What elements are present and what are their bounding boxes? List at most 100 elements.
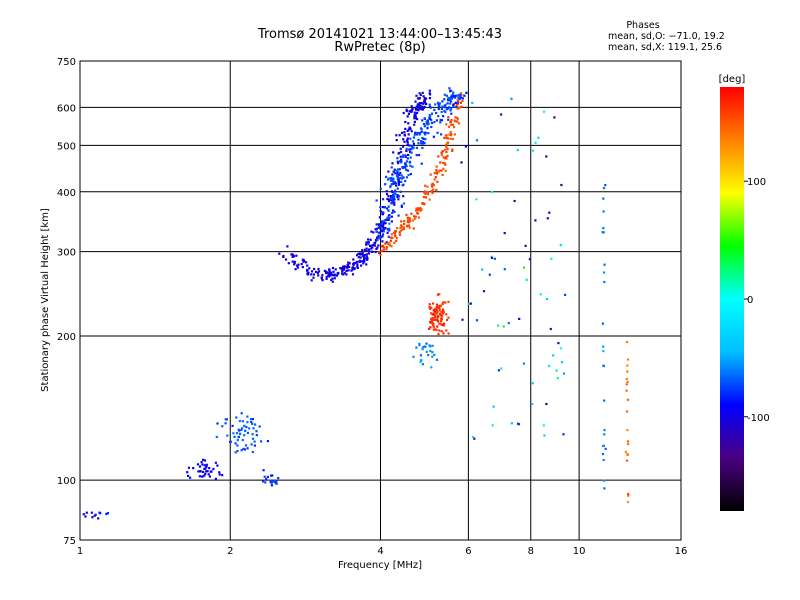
data-point: [400, 204, 403, 207]
data-point: [354, 262, 357, 265]
data-point: [409, 156, 412, 159]
data-point: [464, 145, 467, 148]
data-point: [604, 184, 607, 187]
data-point: [365, 255, 368, 258]
data-point: [244, 429, 247, 432]
data-point: [238, 429, 241, 432]
data-point: [201, 463, 204, 466]
data-point: [379, 206, 382, 209]
data-point: [433, 313, 436, 316]
data-point: [444, 134, 447, 137]
data-point: [429, 326, 432, 329]
data-point: [400, 150, 403, 154]
data-point: [198, 465, 202, 468]
data-point: [432, 318, 435, 321]
data-point: [458, 95, 461, 98]
data-point: [603, 429, 606, 432]
x-tick-label: 1: [77, 546, 83, 557]
data-point: [395, 139, 398, 142]
data-point: [534, 219, 537, 222]
data-point: [206, 470, 209, 473]
data-point: [401, 155, 405, 158]
data-point: [456, 116, 459, 119]
data-point: [445, 313, 448, 316]
data-point: [543, 434, 546, 437]
data-point: [390, 202, 393, 205]
data-point: [378, 223, 381, 226]
data-point: [442, 324, 445, 327]
data-point: [442, 312, 445, 315]
data-point: [434, 310, 437, 313]
data-point: [375, 230, 378, 233]
data-point: [457, 107, 460, 110]
data-point: [451, 138, 454, 141]
data-point: [447, 107, 450, 110]
data-point: [233, 435, 236, 438]
data-point: [435, 168, 438, 172]
data-point: [396, 160, 399, 163]
data-point: [454, 96, 457, 99]
data-point: [430, 318, 433, 321]
data-point: [419, 354, 423, 357]
data-point: [250, 443, 253, 446]
data-point: [295, 254, 298, 257]
data-point: [408, 226, 411, 229]
data-point: [400, 177, 404, 180]
data-point: [317, 274, 320, 277]
data-point: [400, 158, 403, 161]
data-point: [246, 421, 249, 424]
data-point: [377, 234, 380, 237]
data-point: [602, 231, 605, 234]
data-point: [451, 94, 454, 97]
data-point: [376, 236, 379, 239]
data-point: [449, 131, 452, 134]
data-point: [365, 243, 368, 246]
data-point: [432, 325, 435, 328]
data-point: [291, 255, 294, 258]
data-point: [517, 423, 520, 426]
data-point: [386, 231, 389, 234]
data-point: [449, 99, 452, 102]
data-point: [411, 140, 414, 143]
data-point: [435, 303, 439, 306]
data-point: [329, 271, 332, 274]
data-point: [388, 241, 391, 244]
data-point: [444, 169, 447, 172]
data-point: [345, 273, 348, 276]
data-point: [346, 264, 349, 267]
data-point: [482, 290, 486, 293]
chart-title: Tromsø 20141021 13:44:00–13:45:43: [257, 27, 502, 42]
data-point: [384, 227, 387, 230]
data-point: [430, 119, 433, 122]
data-point: [266, 440, 269, 443]
data-point: [422, 102, 425, 105]
data-point: [411, 219, 414, 222]
data-point: [383, 227, 386, 231]
data-point: [387, 214, 390, 217]
data-point: [431, 302, 435, 305]
data-point: [626, 500, 630, 504]
data-point: [432, 309, 435, 312]
data-point: [388, 217, 391, 220]
data-point: [525, 278, 528, 281]
data-point: [455, 106, 458, 109]
data-point: [388, 229, 391, 232]
data-point: [316, 271, 319, 274]
data-point: [430, 125, 433, 129]
y-tick-label: 600: [57, 103, 76, 114]
data-point: [419, 359, 423, 362]
data-point: [402, 202, 405, 205]
data-point: [408, 110, 411, 113]
data-point: [444, 301, 447, 304]
data-point: [459, 92, 463, 95]
data-point: [451, 123, 455, 126]
data-point: [403, 140, 406, 143]
data-point: [240, 449, 243, 452]
data-point: [430, 312, 433, 315]
y-tick-label: 500: [57, 141, 76, 152]
data-point: [203, 459, 207, 462]
data-point: [385, 241, 388, 244]
data-point: [389, 239, 392, 242]
data-point: [245, 426, 248, 429]
data-point: [473, 437, 476, 440]
